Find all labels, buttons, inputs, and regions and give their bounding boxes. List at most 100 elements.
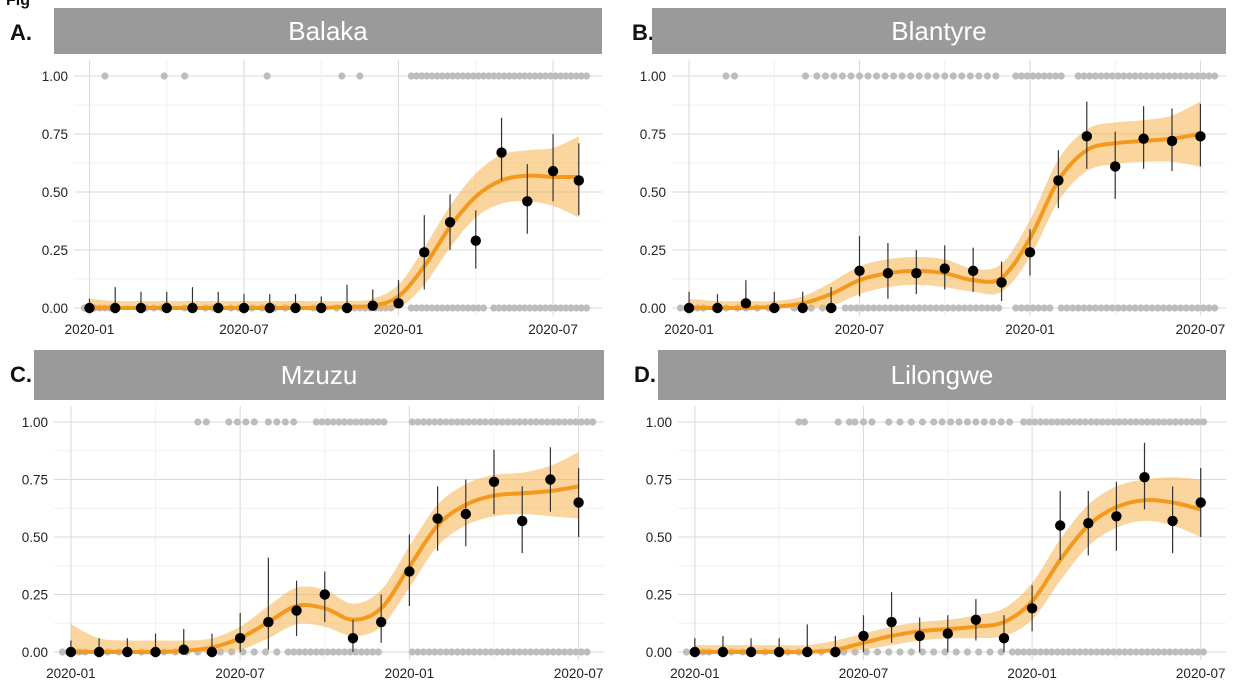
data-point bbox=[689, 646, 701, 658]
data-point bbox=[122, 646, 133, 658]
raw-point-positive bbox=[1059, 418, 1067, 426]
x-tick-label: 2020-01 bbox=[1007, 666, 1057, 681]
raw-point-positive bbox=[181, 72, 189, 80]
raw-point-negative bbox=[363, 648, 371, 656]
data-point bbox=[347, 633, 359, 644]
raw-point-positive bbox=[329, 418, 337, 426]
raw-point-positive bbox=[531, 72, 539, 80]
raw-point-positive bbox=[449, 72, 457, 80]
data-point bbox=[1054, 520, 1066, 531]
chart-lilongwe: D. Lilongwe 0.00 0.25 0.50 0.75 1.00 2020-01 202… bbox=[634, 350, 1226, 681]
data-point bbox=[797, 302, 808, 314]
y-tick-label: 0.50 bbox=[22, 530, 48, 545]
raw-point-negative bbox=[904, 304, 912, 312]
panel-title: Blantyre bbox=[891, 16, 986, 46]
raw-point-negative bbox=[1091, 304, 1099, 312]
raw-point-negative bbox=[1114, 304, 1122, 312]
raw-point-negative bbox=[412, 304, 421, 312]
raw-point-negative bbox=[323, 648, 332, 656]
raw-point-positive bbox=[1149, 418, 1157, 426]
raw-point-positive bbox=[1154, 418, 1163, 426]
raw-point-positive bbox=[1188, 72, 1196, 80]
strip-background bbox=[658, 350, 1226, 400]
data-point bbox=[150, 646, 161, 658]
raw-point-negative bbox=[490, 304, 498, 312]
raw-point-positive bbox=[194, 418, 202, 426]
raw-point-positive bbox=[498, 418, 507, 426]
y-tick-label: 1.00 bbox=[646, 415, 672, 430]
raw-point-positive bbox=[915, 72, 923, 80]
data-point bbox=[1083, 518, 1094, 529]
raw-point-positive bbox=[438, 72, 446, 80]
raw-point-positive bbox=[242, 418, 250, 426]
raw-point-negative bbox=[527, 648, 535, 656]
panel-blantyre: B. Blantyre 0.00 0.25 0.50 0.75 1.00 2020-01 202… bbox=[620, 4, 1232, 340]
y-tick-label: 0.75 bbox=[42, 127, 68, 142]
raw-point-positive bbox=[966, 72, 974, 80]
strip-background bbox=[54, 8, 602, 54]
raw-point-negative bbox=[1031, 648, 1039, 656]
x-tick-label: 2020-07 bbox=[528, 322, 578, 337]
data-point bbox=[825, 302, 837, 314]
raw-point-positive bbox=[1070, 418, 1078, 426]
raw-point-negative bbox=[1160, 648, 1168, 656]
panel-letter: D. bbox=[634, 362, 656, 387]
raw-point-negative bbox=[543, 648, 552, 656]
raw-point-positive bbox=[532, 418, 540, 426]
raw-point-positive bbox=[1017, 72, 1026, 80]
raw-point-negative bbox=[921, 304, 929, 312]
raw-point-positive bbox=[795, 418, 803, 426]
data-point bbox=[1053, 175, 1064, 186]
raw-point-positive bbox=[992, 72, 1000, 80]
y-tick-label: 0.50 bbox=[42, 185, 68, 200]
raw-point-negative bbox=[1205, 304, 1213, 312]
raw-point-negative bbox=[1109, 648, 1118, 656]
data-point bbox=[213, 302, 224, 314]
raw-point-positive bbox=[577, 72, 585, 80]
raw-point-negative bbox=[307, 648, 315, 656]
raw-point-positive bbox=[941, 72, 949, 80]
raw-point-negative bbox=[853, 304, 861, 312]
raw-point-negative bbox=[975, 648, 983, 656]
y-tick-label: 0.75 bbox=[22, 473, 48, 488]
data-point bbox=[1024, 247, 1036, 258]
raw-point-negative bbox=[481, 648, 490, 656]
raw-point-negative bbox=[572, 304, 580, 312]
raw-point-negative bbox=[538, 648, 546, 656]
raw-point-positive bbox=[1074, 72, 1082, 80]
raw-point-positive bbox=[448, 418, 456, 426]
raw-point-negative bbox=[1074, 304, 1082, 312]
raw-point-negative bbox=[449, 304, 457, 312]
raw-point-positive bbox=[510, 72, 519, 80]
raw-point-negative bbox=[875, 304, 883, 312]
raw-point-positive bbox=[1199, 72, 1207, 80]
data-point bbox=[264, 302, 275, 314]
raw-point-positive bbox=[541, 72, 549, 80]
raw-point-negative bbox=[1132, 648, 1140, 656]
raw-point-negative bbox=[515, 304, 524, 312]
data-point bbox=[773, 646, 785, 658]
y-tick-label: 0.25 bbox=[42, 243, 68, 258]
raw-point-negative bbox=[329, 648, 337, 656]
raw-point-positive bbox=[582, 72, 591, 80]
raw-point-positive bbox=[160, 72, 168, 80]
raw-point-negative bbox=[887, 304, 895, 312]
raw-point-negative bbox=[1081, 648, 1090, 656]
raw-point-positive bbox=[459, 418, 467, 426]
raw-point-negative bbox=[978, 304, 986, 312]
raw-point-negative bbox=[1086, 304, 1094, 312]
raw-point-positive bbox=[369, 418, 377, 426]
raw-point-positive bbox=[408, 418, 416, 426]
raw-point-negative bbox=[459, 304, 467, 312]
raw-point-positive bbox=[963, 418, 972, 426]
raw-point-positive bbox=[357, 418, 366, 426]
raw-point-positive bbox=[264, 418, 272, 426]
raw-point-negative bbox=[454, 304, 462, 312]
raw-point-positive bbox=[851, 418, 859, 426]
raw-point-negative bbox=[1171, 304, 1179, 312]
data-point bbox=[470, 235, 481, 246]
raw-point-positive bbox=[504, 418, 512, 426]
raw-point-negative bbox=[1159, 304, 1168, 312]
raw-point-positive bbox=[352, 418, 360, 426]
raw-point-positive bbox=[1114, 72, 1122, 80]
